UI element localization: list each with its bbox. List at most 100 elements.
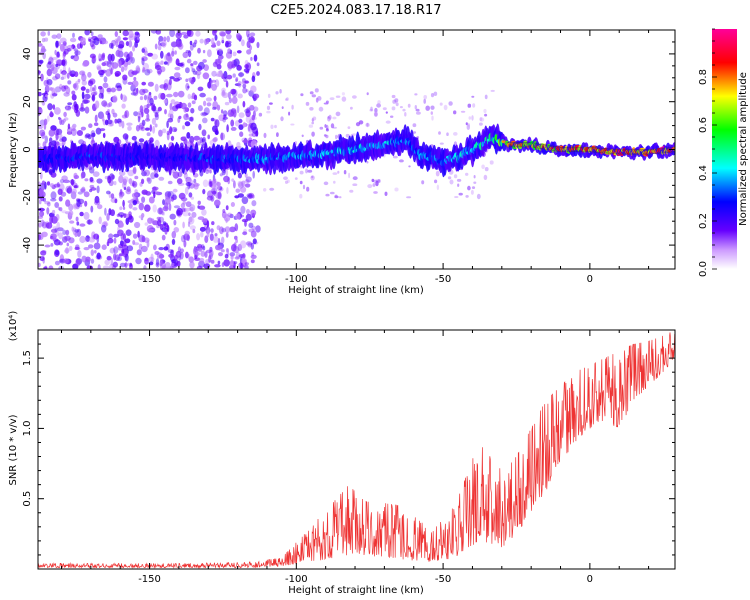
heatmap-noise-cell (167, 113, 172, 118)
heatmap-noise-cell (334, 194, 338, 198)
heatmap-noise-cell (160, 60, 164, 65)
heatmap-noise-cell (226, 74, 233, 80)
heatmap-noise-cell (223, 214, 231, 222)
heatmap-noise-cell (150, 253, 154, 260)
heatmap-noise-cell (286, 179, 290, 184)
heatmap-noise-cell (270, 124, 274, 129)
heatmap-noise-cell (147, 228, 155, 232)
heatmap-noise-cell (169, 76, 175, 80)
heatmap-noise-cell (83, 211, 90, 220)
heatmap-noise-cell (124, 262, 128, 268)
heatmap-noise-cell (183, 240, 187, 248)
heatmap-noise-cell (132, 200, 137, 206)
heatmap-noise-cell (247, 33, 251, 42)
heatmap-noise-cell (131, 192, 139, 199)
heatmap-noise-cell (151, 117, 156, 125)
heatmap-noise-cell (377, 179, 381, 183)
heatmap-noise-cell (183, 113, 190, 121)
heatmap-noise-cell (70, 179, 75, 186)
heatmap-noise-cell (221, 92, 229, 99)
heatmap-noise-cell (214, 264, 221, 268)
heatmap-noise-cell (143, 94, 148, 101)
heatmap-noise-cell (46, 207, 50, 215)
heatmap-noise-cell (234, 256, 240, 260)
heatmap-noise-cell (238, 124, 244, 130)
heatmap-noise-cell (385, 120, 391, 124)
heatmap-noise-cell (211, 221, 215, 226)
heatmap-noise-cell (147, 97, 151, 105)
heatmap-noise-cell (74, 229, 80, 233)
heatmap-noise-cell (188, 116, 194, 122)
heatmap-noise-cell (465, 195, 469, 198)
heatmap-noise-cell (189, 204, 196, 212)
heatmap-noise-cell (106, 87, 112, 93)
heatmap-noise-cell (76, 130, 83, 136)
heatmap-noise-cell (65, 105, 69, 110)
heatmap-noise-cell (141, 235, 146, 243)
heatmap-noise-cell (81, 255, 87, 263)
heatmap-noise-cell (214, 199, 221, 207)
heatmap-noise-cell (79, 211, 84, 217)
heatmap-noise-cell (80, 86, 86, 91)
heatmap-noise-cell (206, 220, 210, 228)
heatmap-noise-cell (249, 32, 256, 37)
heatmap-noise-cell (153, 95, 158, 100)
heatmap-noise-cell (290, 123, 295, 126)
heatmap-noise-cell (104, 259, 110, 266)
heatmap-noise-cell (122, 176, 129, 183)
heatmap-noise-cell (402, 108, 406, 112)
heatmap-noise-cell (154, 139, 160, 148)
heatmap-noise-cell (236, 50, 242, 54)
heatmap-noise-cell (325, 193, 330, 197)
heatmap-noise-cell (212, 101, 219, 110)
heatmap-noise-cell (141, 245, 148, 253)
heatmap-noise-cell (117, 44, 124, 49)
heatmap-noise-cell (348, 172, 351, 179)
heatmap-noise-cell (147, 52, 154, 57)
heatmap-noise-cell (120, 93, 123, 100)
heatmap-noise-cell (146, 132, 151, 137)
heatmap-noise-cell (250, 230, 257, 238)
heatmap-noise-cell (341, 96, 347, 102)
heatmap-noise-cell (107, 175, 112, 184)
heatmap-noise-cell (209, 169, 212, 174)
heatmap-noise-cell (154, 83, 159, 92)
heatmap-noise-cell (137, 115, 141, 123)
heatmap-noise-cell (59, 138, 64, 142)
heatmap-noise-cell (158, 247, 164, 251)
heatmap-noise-cell (217, 70, 223, 78)
heatmap-noise-cell (431, 115, 434, 121)
heatmap-noise-cell (110, 209, 114, 215)
heatmap-noise-cell (210, 259, 215, 264)
heatmap-noise-cell (189, 135, 195, 144)
heatmap-noise-cell (467, 103, 472, 108)
heatmap-noise-cell (101, 224, 107, 233)
heatmap-noise-cell (98, 216, 102, 225)
heatmap-noise-cell (84, 178, 89, 182)
heatmap-noise-cell (161, 210, 164, 216)
heatmap-noise-cell (113, 181, 117, 186)
heatmap-noise-cell (305, 168, 308, 174)
heatmap-noise-cell (164, 196, 171, 205)
heatmap-noise-cell (126, 122, 133, 126)
heatmap-noise-cell (80, 37, 86, 45)
heatmap-noise-cell (123, 186, 127, 190)
heatmap-noise-cell (71, 226, 75, 232)
heatmap-noise-cell (96, 185, 100, 194)
heatmap-noise-cell (173, 77, 181, 82)
heatmap-noise-cell (215, 130, 219, 136)
heatmap-noise-cell (352, 133, 356, 136)
heatmap-noise-cell (398, 159, 404, 163)
heatmap-noise-cell (99, 40, 103, 45)
heatmap-noise-cell (311, 175, 314, 179)
heatmap-noise-cell (80, 126, 86, 131)
heatmap-noise-cell (158, 92, 164, 100)
heatmap-noise-cell (50, 191, 57, 200)
heatmap-noise-cell (229, 260, 235, 267)
heatmap-noise-cell (56, 33, 62, 39)
heatmap-noise-cell (119, 206, 123, 211)
heatmap-noise-cell (256, 62, 260, 67)
heatmap-noise-cell (251, 225, 256, 231)
heatmap-noise-cell (192, 42, 197, 48)
